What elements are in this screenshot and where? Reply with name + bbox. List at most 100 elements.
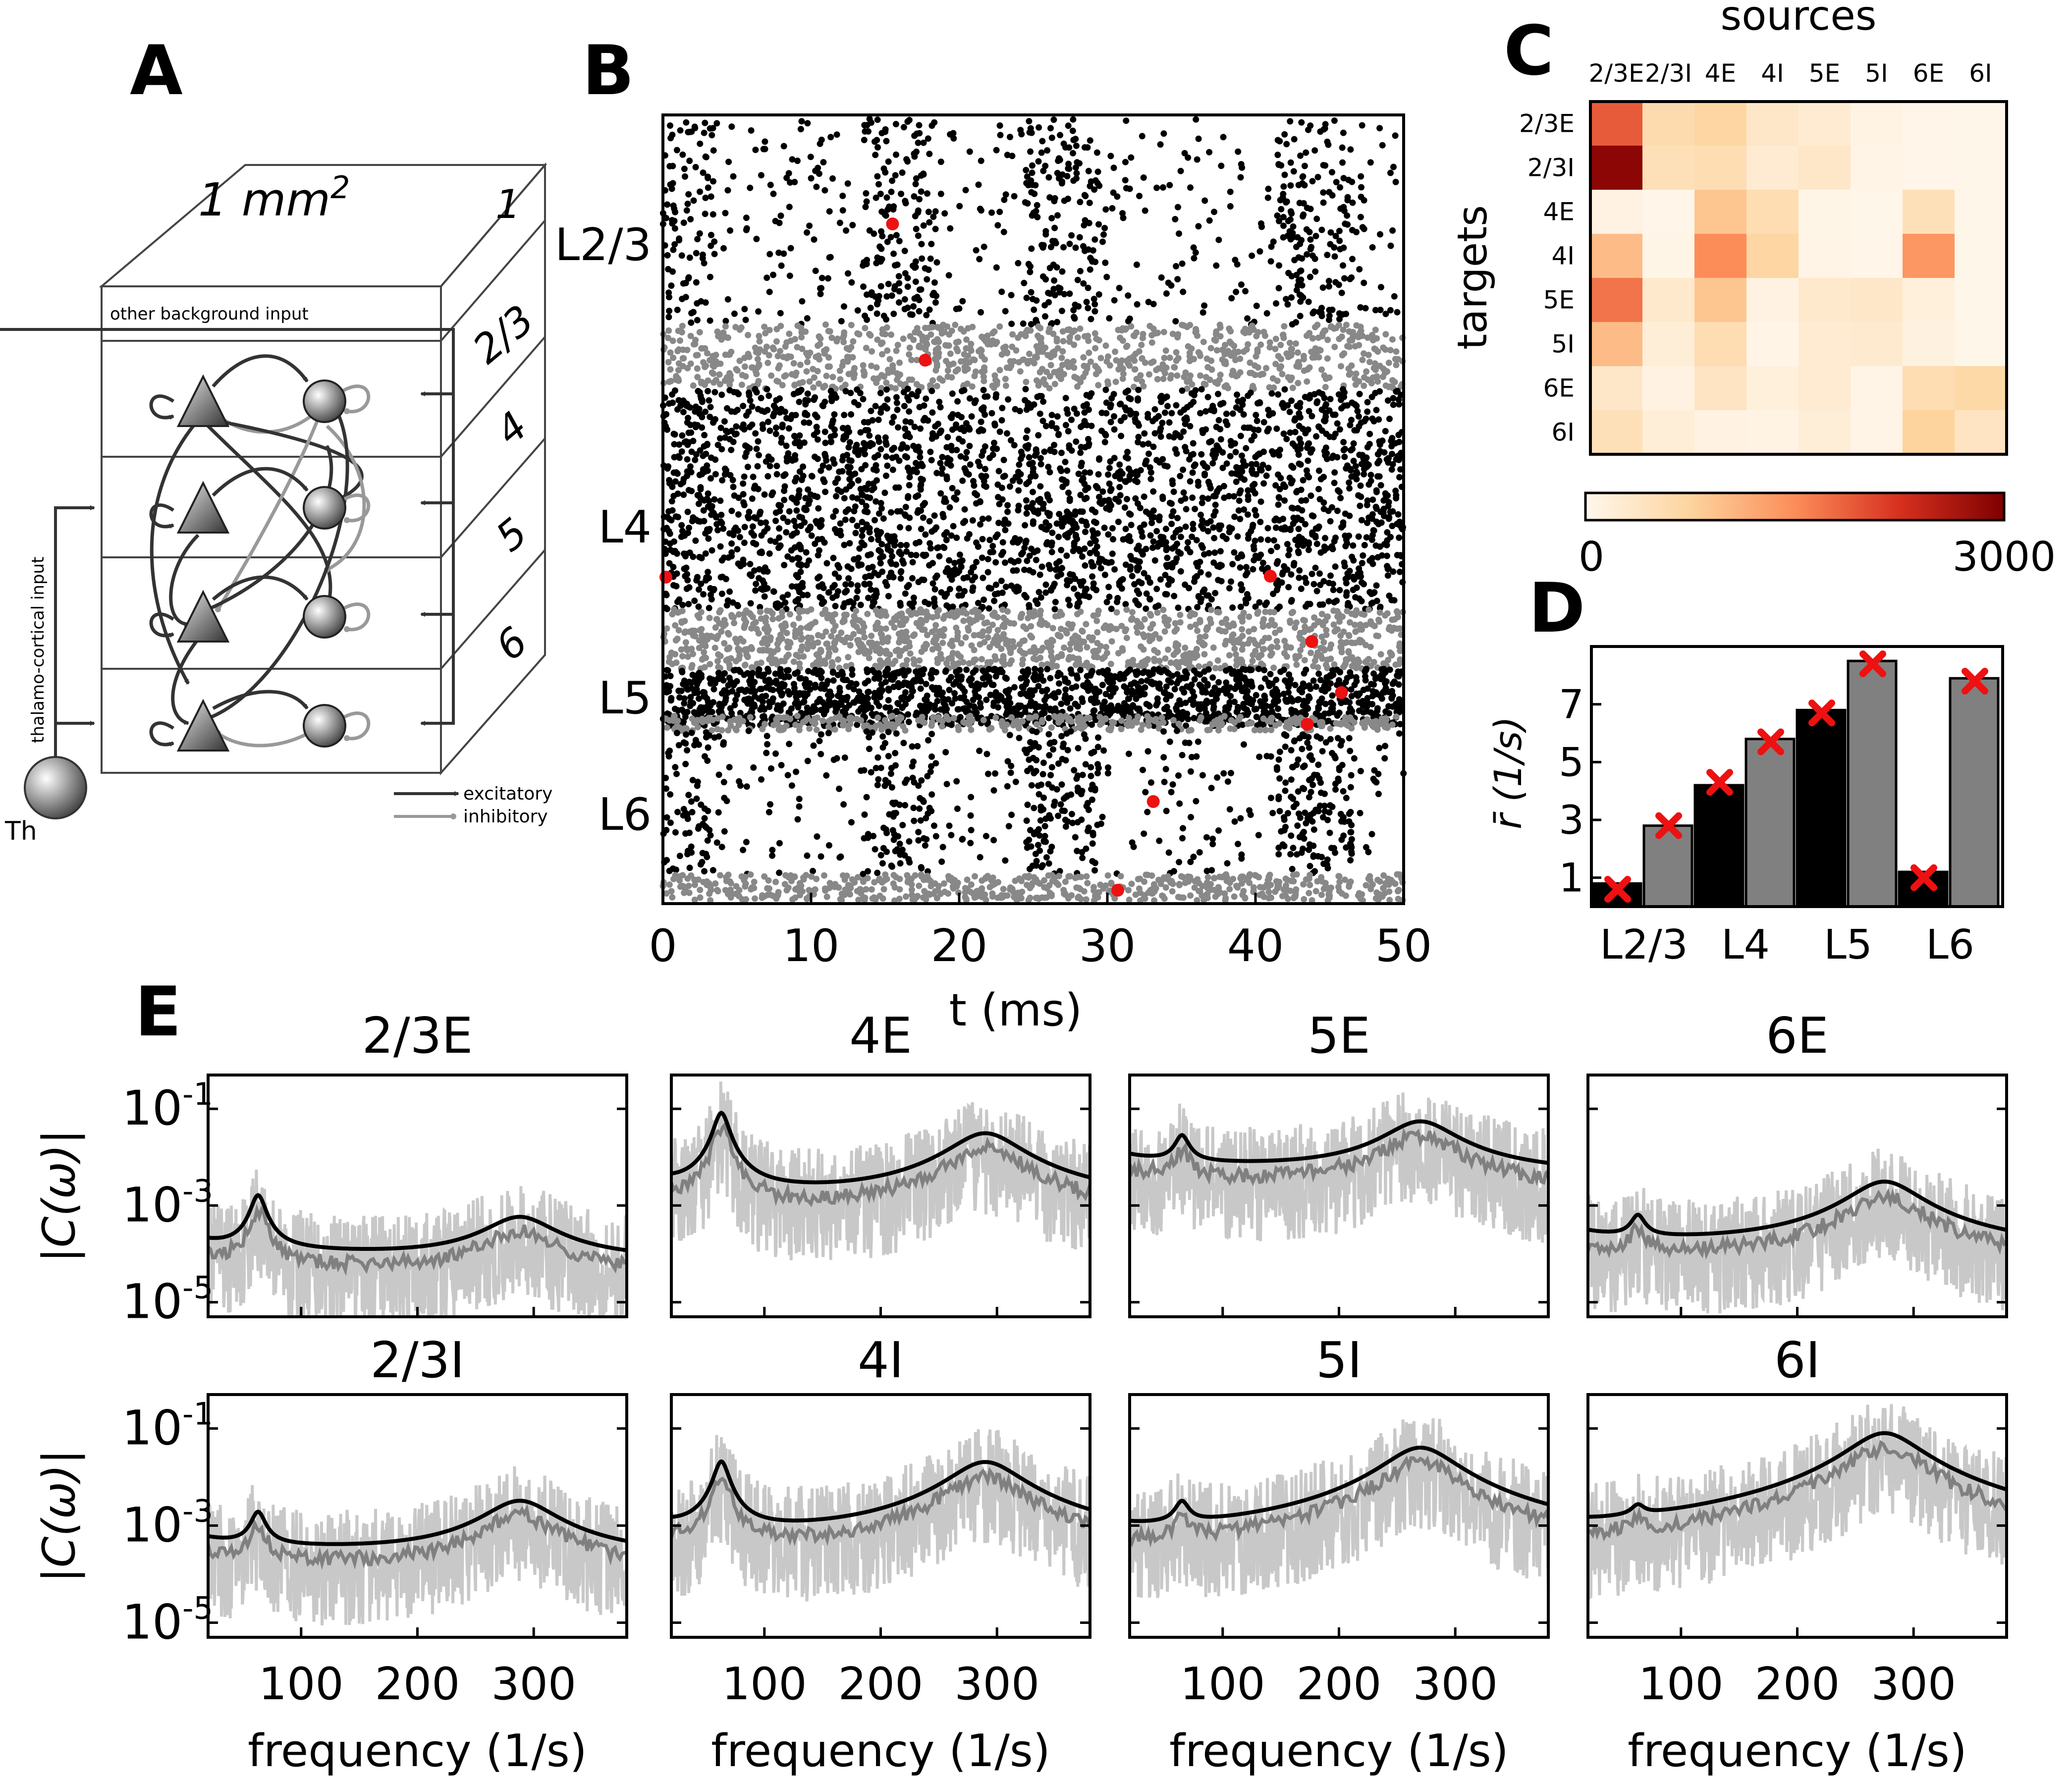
spike-dot [1087,358,1094,365]
spike-dot [1023,594,1030,601]
spike-dot [1047,586,1054,593]
spike-dot [1309,512,1315,519]
spike-dot [692,163,699,170]
spike-dot [1228,295,1235,302]
spike-dot [958,592,965,599]
excitatory-neuron-4 [176,481,230,534]
spike-dot [995,520,1002,526]
spike-dot [1091,186,1098,193]
spike-dot [878,340,884,347]
spike-dot [1071,374,1078,380]
raster-band [660,385,1406,613]
spike-dot [1049,238,1056,245]
spike-dot [911,153,918,160]
spike-dot [1113,626,1120,633]
spike-dot [1166,419,1173,426]
spike-dot [1077,508,1084,515]
spike-dot [673,583,680,590]
spike-dot [1058,308,1065,315]
spike-dot [673,373,680,380]
spike-dot [904,158,911,165]
spike-dot [1272,482,1279,489]
spike-dot [877,446,884,453]
spike-dot [671,454,678,461]
spike-dot [752,344,759,351]
spike-dot [1077,325,1084,332]
spike-dot [1392,487,1399,494]
spike-dot [792,478,799,485]
spike-dot [671,441,678,448]
spike-dot [755,485,762,492]
spike-dot [1042,162,1049,169]
spike-dot [999,405,1006,412]
spike-dot [962,187,969,194]
spike-dot [1064,326,1071,333]
spike-dot [1005,396,1012,403]
spike-dot [1094,168,1101,175]
spike-dot [1349,399,1356,406]
spike-dot [781,562,788,569]
spike-dot [1166,182,1173,189]
spike-dot [987,549,994,556]
spike-dot [979,536,986,542]
spike-dot [1067,571,1074,578]
spike-dot [864,610,871,617]
spike-dot [1376,609,1383,616]
spike-dot [889,419,896,426]
spike-dot [1108,605,1115,612]
spike-dot [719,477,726,484]
excitatory-neuron-6 [176,699,230,752]
spike-dot [890,414,897,421]
spike-dot [884,347,891,354]
spike-dot [1379,142,1386,149]
spike-dot [828,394,835,400]
spike-dot [1268,650,1275,657]
spike-dot [849,354,856,361]
spike-dot [969,383,976,390]
spike-dot [1363,502,1370,508]
spike-dot [755,308,762,315]
spike-dot [1268,547,1274,554]
spike-dot [1294,234,1301,241]
spike-dot [742,442,749,449]
spike-dot [1290,168,1297,175]
spike-dot [1122,177,1129,184]
spike-dot [1356,451,1363,458]
spike-dot [685,275,692,282]
spike-dot [709,362,716,369]
spike-dot [977,521,983,528]
spike-dot [882,625,889,632]
spike-dot [1389,523,1396,530]
spike-dot [852,530,859,537]
spike-dot [691,597,698,604]
spike-dot [1150,488,1157,495]
spike-dot [777,310,784,317]
spike-dot [1268,243,1275,250]
spike-dot [741,426,748,433]
spike-dot [868,633,875,639]
spike-dot [668,517,675,524]
spike-dot [890,206,897,213]
spike-dot [1287,182,1294,189]
spike-dot [1137,525,1144,532]
spike-dot [979,353,985,360]
spike-dot [851,399,858,406]
spike-dot [1026,118,1033,125]
spike-dot [1135,395,1141,402]
spike-dot [1004,430,1010,437]
spike-dot [959,477,966,484]
spike-dot [878,384,885,391]
spike-dot [1346,337,1353,344]
spike-dot [1201,586,1208,593]
spike-dot [1300,294,1307,301]
spike-dot [916,404,923,411]
spike-dot [1346,371,1353,378]
spike-dot [1279,194,1286,201]
spike-dot [697,447,704,454]
spike-dot [1305,457,1311,464]
spike-dot [1226,338,1233,345]
spike-dot [1073,142,1080,149]
spike-dot [1182,421,1189,428]
spike-dot [846,476,853,483]
spike-dot [710,419,716,426]
